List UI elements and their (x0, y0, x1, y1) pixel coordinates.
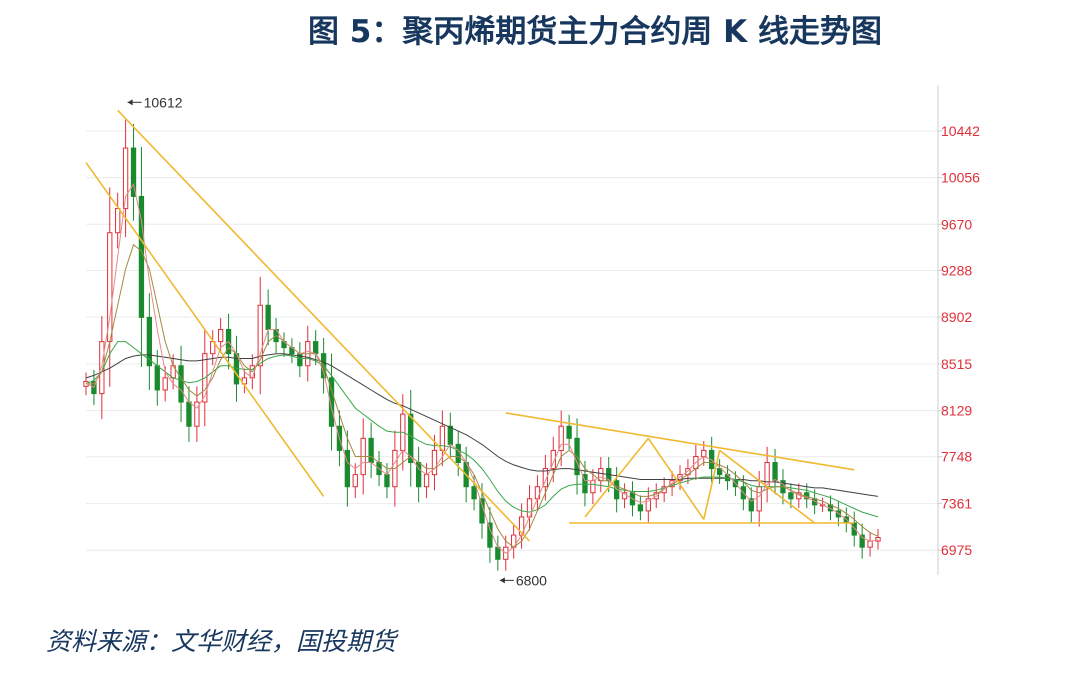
candle-body (439, 425, 446, 451)
candle-body (542, 468, 549, 488)
candle-body (756, 486, 762, 512)
y-tick-label: 9288 (941, 262, 972, 278)
candle-body (352, 474, 358, 488)
trendline (702, 450, 721, 520)
candle-body (875, 537, 881, 542)
trendline (584, 437, 649, 518)
candle-body (558, 425, 564, 451)
trendline (505, 412, 855, 471)
candle-body (550, 449, 556, 470)
moving-averages (85, 183, 879, 554)
trendline (117, 109, 531, 542)
candle-body (495, 546, 501, 560)
candle-body (637, 504, 644, 512)
y-axis: 10442 10056 9670 9288 8902 8515 8129 7748 7361 69… (937, 85, 980, 575)
y-tick-label: 10056 (941, 170, 980, 186)
annotation-label: 6800 (516, 572, 547, 588)
y-tick-label: 6975 (941, 542, 972, 558)
trendline (719, 449, 816, 524)
candle-body (748, 498, 754, 512)
candle-body (772, 462, 778, 482)
candle-body (186, 401, 192, 427)
candle-body (217, 328, 224, 343)
source-note: 资料来源：文华财经，国投期货 (46, 627, 397, 656)
candle-body (582, 474, 588, 494)
y-tick-label: 7748 (941, 449, 972, 465)
y-tick-label: 9670 (941, 216, 972, 232)
y-tick-label: 8515 (941, 356, 972, 372)
candle-body (384, 474, 390, 488)
annotation-label: 10612 (144, 94, 183, 110)
trendlines (85, 109, 855, 542)
candle-body (701, 449, 707, 457)
y-tick-label: 8129 (941, 403, 972, 419)
candle-body (194, 401, 200, 427)
candle-body (257, 304, 263, 367)
candle-body (178, 365, 184, 403)
candle-body (471, 486, 477, 500)
candle-body (645, 498, 651, 512)
candle-body (487, 522, 493, 548)
candle-body (344, 449, 351, 488)
annotation-arrow-head (127, 99, 133, 106)
y-tick-label: 10442 (941, 123, 980, 139)
moving-average-line-3 (86, 243, 879, 548)
candle-body (154, 365, 160, 391)
candle-body (130, 147, 137, 197)
y-tick-label: 8902 (941, 309, 972, 325)
trendline (647, 437, 705, 520)
candle-body (328, 377, 335, 427)
candle-body (122, 147, 129, 210)
annotations: 10612 6800 (127, 94, 547, 588)
candle-body (265, 304, 271, 330)
annotation-arrow-head (499, 577, 505, 584)
candle-body (313, 341, 319, 355)
candle-body (566, 425, 572, 439)
candle-body (146, 316, 153, 367)
candle-body (162, 377, 168, 391)
candle-body (534, 486, 541, 500)
moving-average-line-1 (85, 353, 879, 497)
candle-body (368, 437, 374, 464)
candle-body (408, 413, 414, 464)
candle-body (716, 468, 723, 476)
grid-lines (86, 130, 938, 551)
candle-body (859, 534, 865, 548)
candle-body (788, 492, 794, 500)
candle-body (598, 468, 604, 482)
candle-body (867, 540, 873, 548)
y-tick-label: 7361 (941, 496, 972, 512)
candle-body (423, 474, 430, 488)
candle-body (115, 208, 121, 234)
candle-body (431, 449, 438, 476)
moving-average-line-4 (85, 183, 879, 554)
chart-title: 图 5：聚丙烯期货主力合约周 K 线走势图 (308, 14, 882, 50)
candle-body (447, 425, 453, 445)
trendline (85, 162, 325, 497)
moving-average-line-2 (85, 341, 879, 518)
candle-body (590, 480, 596, 494)
